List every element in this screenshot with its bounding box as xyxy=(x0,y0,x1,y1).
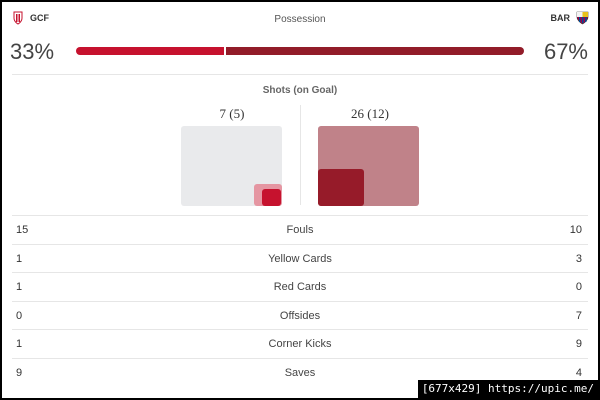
home-shots-graphic xyxy=(181,126,282,206)
stat-row-red-cards: 1 Red Cards 0 xyxy=(12,272,588,301)
away-shots-graphic xyxy=(318,126,419,206)
granada-crest-icon xyxy=(12,11,24,25)
away-shots-label: 26 (12) xyxy=(351,106,389,121)
away-value: 7 xyxy=(575,309,582,322)
watermark: [677x429] https://upic.me/ xyxy=(417,380,598,398)
away-possession-pct: 67% xyxy=(543,39,588,64)
stat-label: Saves xyxy=(284,366,316,379)
stat-row-corner-kicks: 1 Corner Kicks 9 xyxy=(12,329,588,358)
divider xyxy=(12,74,588,75)
stat-row-saves: 9 Saves 4 xyxy=(12,357,588,387)
home-value: 9 xyxy=(16,366,23,379)
away-value: 4 xyxy=(575,366,582,379)
possession-title: Possession xyxy=(274,14,326,25)
stat-row-offsides: 0 Offsides 7 xyxy=(12,300,588,330)
home-shots-label: 7 (5) xyxy=(219,106,245,121)
stat-label: Fouls xyxy=(286,224,314,236)
possession-bar xyxy=(76,47,524,55)
home-possession-pct: 33% xyxy=(10,39,55,64)
stat-row-yellow-cards: 1 Yellow Cards 3 xyxy=(12,243,588,273)
stat-label: Yellow Cards xyxy=(268,252,332,265)
away-value: 0 xyxy=(575,281,582,293)
stat-label: Red Cards xyxy=(273,281,327,293)
away-shots-on-goal-box xyxy=(318,169,364,206)
home-value: 1 xyxy=(16,252,23,265)
home-shots-on-goal-box xyxy=(262,189,281,206)
home-team-abbr: GCF xyxy=(30,13,49,23)
home-value: 0 xyxy=(16,309,23,322)
stats-table: 15 Fouls 10 1 Yellow Cards 3 1 Red Cards… xyxy=(12,215,588,386)
barcelona-crest-icon xyxy=(576,11,589,25)
home-team[interactable]: GCF xyxy=(12,11,49,25)
away-value: 10 xyxy=(569,224,582,236)
stat-label: Offsides xyxy=(279,309,321,322)
home-value: 1 xyxy=(16,281,23,293)
away-possession-segment xyxy=(225,47,524,55)
stat-row-fouls: 15 Fouls 10 xyxy=(12,215,588,244)
home-value: 1 xyxy=(16,338,23,350)
match-header: GCF Possession BAR xyxy=(12,11,589,27)
home-possession-segment xyxy=(76,47,224,55)
stat-label: Corner Kicks xyxy=(268,338,332,350)
away-value: 3 xyxy=(575,252,582,265)
shots-separator xyxy=(300,105,301,205)
away-team[interactable]: BAR xyxy=(551,11,589,25)
shots-title: Shots (on Goal) xyxy=(262,85,338,96)
away-value: 9 xyxy=(575,338,582,350)
away-team-abbr: BAR xyxy=(550,13,571,23)
possession-bar-gap xyxy=(223,47,226,55)
home-value: 15 xyxy=(16,224,29,236)
